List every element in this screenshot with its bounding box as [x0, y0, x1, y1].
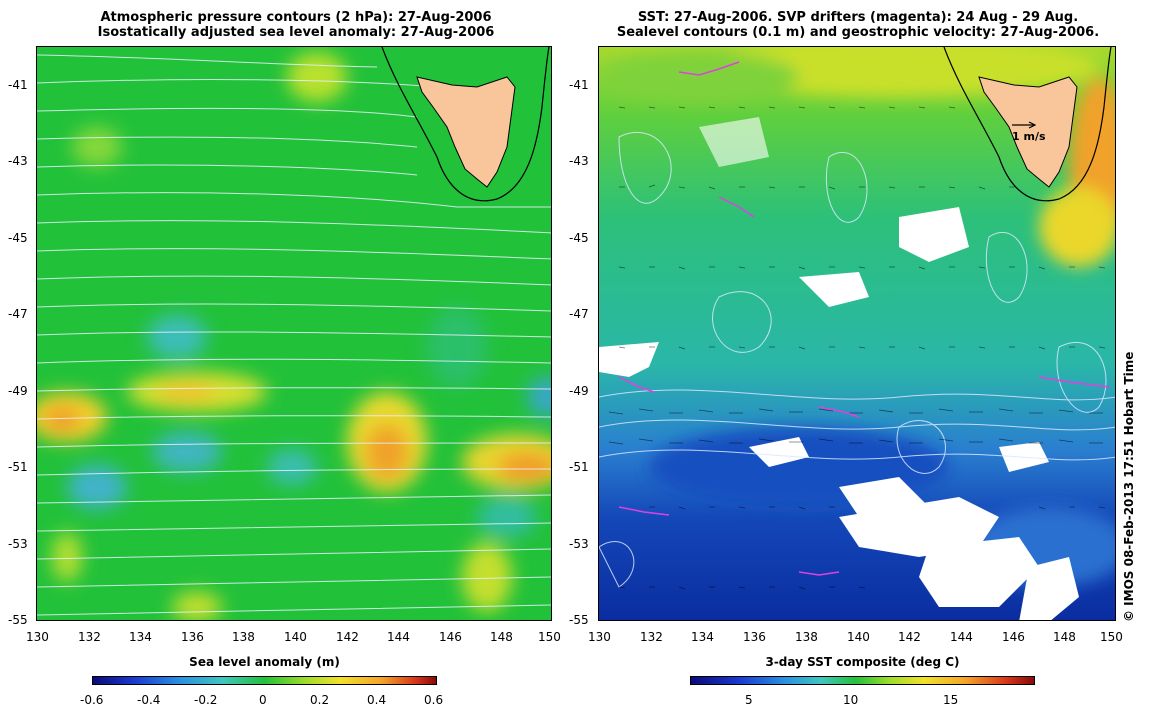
right-lat-label: -53	[569, 537, 589, 551]
right-title: SST: 27-Aug-2006. SVP drifters (magenta)…	[598, 10, 1118, 40]
left-lon-label: 132	[78, 630, 101, 644]
left-title: Atmospheric pressure contours (2 hPa): 2…	[36, 10, 556, 40]
tasmania-land	[416, 76, 516, 188]
anomaly-blobs	[37, 52, 551, 620]
left-colorbar-title: Sea level anomaly (m)	[189, 655, 340, 669]
left-lon-label: 142	[336, 630, 359, 644]
svp-drifters	[618, 61, 1110, 576]
sea-level-anomaly-field	[37, 47, 551, 620]
right-lat-label: -43	[569, 154, 589, 168]
left-lat-label: -43	[8, 154, 28, 168]
right-lon-label: 144	[950, 630, 973, 644]
right-lat-label: -49	[569, 384, 589, 398]
left-lat-label: -55	[8, 613, 28, 627]
left-lon-label: 140	[284, 630, 307, 644]
right-lon-label: 146	[1002, 630, 1025, 644]
sealevel-contours	[599, 131, 1115, 588]
left-lon-label: 136	[181, 630, 204, 644]
right-lat-label: -41	[569, 78, 589, 92]
right-lat-label: -51	[569, 460, 589, 474]
left-colorbar-tick: 0.2	[310, 693, 330, 707]
right-lat-label: -45	[569, 231, 589, 245]
right-colorbar-title: 3-day SST composite (deg C)	[765, 655, 960, 669]
left-colorbar-tick: 0	[259, 693, 267, 707]
left-lon-label: 146	[439, 630, 462, 644]
right-lon-label: 140	[847, 630, 870, 644]
left-lat-label: -53	[8, 537, 28, 551]
right-lat-label: -47	[569, 307, 589, 321]
left-lon-label: 138	[232, 630, 255, 644]
left-lon-label: 150	[538, 630, 561, 644]
left-colorbar-tick: 0.4	[367, 693, 387, 707]
left-colorbar-tick: -0.4	[137, 693, 161, 707]
left-lat-label: -41	[8, 78, 28, 92]
left-colorbar	[92, 676, 437, 685]
right-colorbar-tick: 15	[943, 693, 959, 707]
right-lon-label: 130	[588, 630, 611, 644]
right-lon-label: 136	[743, 630, 766, 644]
right-title-line2: Sealevel contours (0.1 m) and geostrophi…	[616, 25, 1100, 40]
left-lon-label: 134	[129, 630, 152, 644]
shelf-contour	[943, 47, 1112, 202]
left-lat-label: -49	[8, 384, 28, 398]
right-lon-label: 134	[691, 630, 714, 644]
sea-level-anomaly-map[interactable]	[36, 46, 552, 621]
tasmania-land	[978, 76, 1078, 188]
pressure-contours	[37, 54, 551, 616]
sst-map[interactable]: 1 m/s	[598, 46, 1116, 621]
left-title-line1: Atmospheric pressure contours (2 hPa): 2…	[100, 10, 492, 25]
velocity-scale-label: 1 m/s	[1012, 130, 1046, 143]
left-lon-label: 144	[387, 630, 410, 644]
left-lat-label: -47	[8, 307, 28, 321]
right-lon-label: 132	[640, 630, 663, 644]
left-title-line2: Isostatically adjusted sea level anomaly…	[97, 25, 495, 40]
sst-field: 1 m/s	[599, 47, 1115, 620]
right-colorbar-tick: 5	[745, 693, 753, 707]
velocity-vectors	[608, 106, 1106, 590]
right-lon-label: 148	[1053, 630, 1076, 644]
right-lon-label: 150	[1100, 630, 1123, 644]
right-lon-label: 142	[898, 630, 921, 644]
left-lon-label: 130	[26, 630, 49, 644]
velocity-scale-arrow	[1012, 121, 1037, 129]
left-colorbar-tick: -0.2	[194, 693, 218, 707]
right-lat-label: -55	[569, 613, 589, 627]
shelf-contour	[381, 47, 550, 202]
left-lat-label: -51	[8, 460, 28, 474]
imos-credit: © IMOS 08-Feb-2013 17:51 Hobart Time	[1122, 351, 1136, 622]
right-lon-label: 138	[795, 630, 818, 644]
right-colorbar-tick: 10	[843, 693, 859, 707]
left-colorbar-tick: 0.6	[424, 693, 444, 707]
right-title-line1: SST: 27-Aug-2006. SVP drifters (magenta)…	[637, 10, 1079, 25]
cloud-mask	[599, 117, 1079, 620]
right-colorbar	[690, 676, 1035, 685]
left-lat-label: -45	[8, 231, 28, 245]
left-colorbar-tick: -0.6	[80, 693, 104, 707]
left-lon-label: 148	[490, 630, 513, 644]
